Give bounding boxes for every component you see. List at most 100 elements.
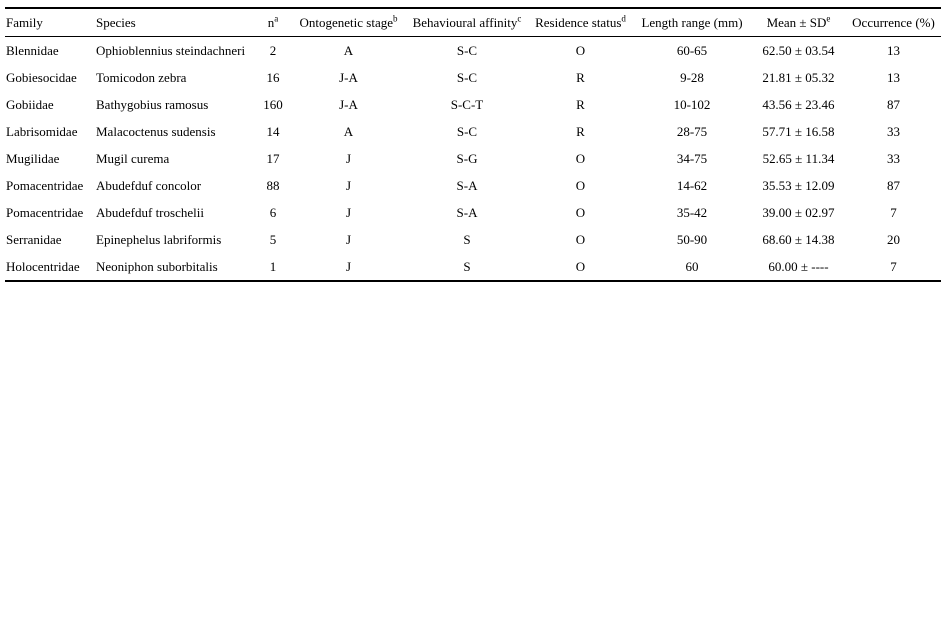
column-header: Species xyxy=(95,8,255,37)
table-cell: S-C-T xyxy=(450,96,484,112)
footnote-superscript: e xyxy=(826,13,831,24)
column-header: Length range (mm) xyxy=(633,8,751,37)
table-cell: 7 xyxy=(890,204,897,220)
table-cell: 52.65 ± 11.34 xyxy=(762,150,835,166)
table-cell: S-A xyxy=(456,204,478,220)
column-header: Residence statusd xyxy=(528,8,633,37)
table-cell: 60.00 ± ---- xyxy=(768,258,829,274)
table-cell: J xyxy=(345,150,352,166)
table-cell: 39.00 ± 02.97 xyxy=(762,204,835,220)
table-cell: 87 xyxy=(887,177,900,193)
table-header: Family Species na Ontogenetic stageb Behavio… xyxy=(5,8,941,37)
table-cell: Neoniphon suborbitalis xyxy=(96,258,218,274)
footnote-superscript: c xyxy=(517,13,522,24)
table-cell: S-C xyxy=(456,123,478,139)
table-cell: O xyxy=(575,150,586,166)
table-cell: J xyxy=(345,204,352,220)
table-cell: Abudefduf troschelii xyxy=(96,204,204,220)
table-cell: S-C xyxy=(456,69,478,85)
table-cell: 33 xyxy=(887,123,900,139)
table-cell: 16 xyxy=(266,69,280,85)
table-cell: Gobiesocidae xyxy=(6,69,77,85)
column-header-label: Species xyxy=(96,14,136,30)
table-cell: 60 xyxy=(685,258,699,274)
footnote-superscript: a xyxy=(274,13,279,24)
table-cell: 50-90 xyxy=(676,231,708,247)
column-header: Family xyxy=(5,8,95,37)
table-cell: Bathygobius ramosus xyxy=(96,96,209,112)
table-cell: 21.81 ± 05.32 xyxy=(762,69,835,85)
table-cell: 28-75 xyxy=(676,123,708,139)
table-cell: 14-62 xyxy=(676,177,708,193)
table-cell: 35-42 xyxy=(676,204,708,220)
table-cell: A xyxy=(343,42,354,58)
table-body: Blennidae Ophioblennius steindachneri 2 A S-… xyxy=(5,37,941,282)
column-header-label: Family xyxy=(6,14,43,30)
table-cell: J xyxy=(345,258,352,274)
table-cell: 7 xyxy=(890,258,897,274)
table-cell: R xyxy=(576,96,585,112)
column-header-label: Mean ± SD xyxy=(766,14,827,30)
table-cell: 14 xyxy=(266,123,280,139)
table-cell: 5 xyxy=(269,231,277,247)
table-cell: J xyxy=(345,231,352,247)
table-cell: 160 xyxy=(263,96,283,112)
column-header: Mean ± SDe xyxy=(751,8,846,37)
species-data-table: Family Species na Ontogenetic stageb Behavio… xyxy=(5,7,941,282)
column-header-label: Residence status xyxy=(535,14,622,30)
table-cell: Ophioblennius steindachneri xyxy=(96,42,246,58)
table-cell: Pomacentridae xyxy=(6,204,84,220)
column-header-label: n xyxy=(267,14,275,30)
table-cell: 1 xyxy=(269,258,277,274)
table-cell: J xyxy=(345,177,352,193)
table-cell: Epinephelus labriformis xyxy=(96,231,222,247)
table-row: Gobiesocidae Tomicodon zebra 16 J-A S-C R 9-28… xyxy=(5,64,941,91)
table-row: Labrisomidae Malacoctenus sudensis 14 A S-C R… xyxy=(5,118,941,145)
table-row: Holocentridae Neoniphon suborbitalis 1 J S O 6… xyxy=(5,253,941,281)
table-cell: 10-102 xyxy=(673,96,711,112)
table-cell: 13 xyxy=(887,69,900,85)
table-cell: 62.50 ± 03.54 xyxy=(762,42,835,58)
footnote-superscript: d xyxy=(621,13,626,24)
table-cell: Mugil curema xyxy=(96,150,170,166)
table-row: Pomacentridae Abudefduf concolor 88 J S-A O 14… xyxy=(5,172,941,199)
table-row: Pomacentridae Abudefduf troschelii 6 J S-A O 3… xyxy=(5,199,941,226)
column-header: Behavioural affinityc xyxy=(406,8,528,37)
column-header: Ontogenetic stageb xyxy=(291,8,406,37)
table-cell: Blennidae xyxy=(6,42,59,58)
table-cell: Tomicodon zebra xyxy=(96,69,187,85)
table-cell: 35.53 ± 12.09 xyxy=(762,177,835,193)
column-header-label: Length range (mm) xyxy=(641,14,743,30)
column-header-label: Occurrence (%) xyxy=(852,14,935,30)
table-cell: R xyxy=(576,123,585,139)
table-cell: S-G xyxy=(456,150,478,166)
table-cell: O xyxy=(575,204,586,220)
table-cell: S-A xyxy=(456,177,478,193)
table-cell: 88 xyxy=(266,177,280,193)
table-cell: 57.71 ± 16.58 xyxy=(762,123,835,139)
table-cell: 20 xyxy=(887,231,900,247)
table-cell: S xyxy=(463,231,471,247)
table-header-row: Family Species na Ontogenetic stageb Behavio… xyxy=(5,8,941,37)
table-cell: O xyxy=(575,42,586,58)
table-cell: R xyxy=(576,69,585,85)
column-header-label: Behavioural affinity xyxy=(412,14,518,30)
table-cell: 60-65 xyxy=(676,42,708,58)
table-cell: Abudefduf concolor xyxy=(96,177,202,193)
table-row: Serranidae Epinephelus labriformis 5 J S O 50-… xyxy=(5,226,941,253)
table-row: Mugilidae Mugil curema 17 J S-G O 34-75 52.65 ±… xyxy=(5,145,941,172)
table-cell: Labrisomidae xyxy=(6,123,78,139)
table-cell: 34-75 xyxy=(676,150,708,166)
table-cell: J-A xyxy=(339,69,358,85)
table-cell: O xyxy=(575,177,586,193)
table-cell: O xyxy=(575,231,586,247)
table-cell: 68.60 ± 14.38 xyxy=(762,231,835,247)
column-header: Occurrence (%) xyxy=(846,8,941,37)
table-cell: 87 xyxy=(887,96,900,112)
table-cell: 6 xyxy=(269,204,277,220)
table-cell: 9-28 xyxy=(680,69,704,85)
table-cell: J-A xyxy=(339,96,358,112)
table-cell: Mugilidae xyxy=(6,150,60,166)
table-cell: A xyxy=(343,123,354,139)
